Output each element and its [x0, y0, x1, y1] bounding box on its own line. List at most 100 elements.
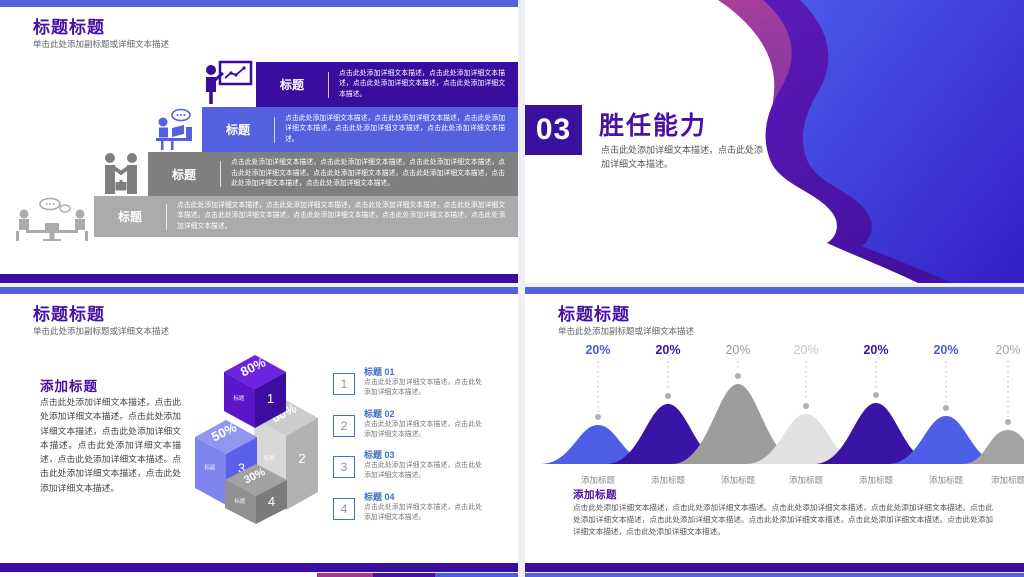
slide-peaks-chart[interactable]: 标题标题 单击此处添加副标题或详细文本描述 20% 添加标题 20% 添加标题 20% 添… — [525, 287, 1024, 572]
step-description: 点击此处添加详细文本描述，点击此处添加详细文本描述，点击此处添加详细文本描述，点… — [339, 69, 505, 98]
peak-category-label: 添加标题 — [721, 475, 756, 485]
cube-face-label: 标题 — [233, 394, 245, 402]
next-slide-peek-right — [525, 573, 1024, 577]
slide-title: 标题标题 — [33, 305, 105, 324]
peak-shape — [746, 414, 866, 464]
slide-bottom-bar — [0, 274, 518, 283]
list-number-box: 3 — [333, 456, 355, 478]
slide-section-divider[interactable]: 03 胜任能力 点击此处添加详细文本描述，点击此处添加详细文本描述。 — [525, 0, 1024, 283]
step-label: 标题 — [117, 210, 142, 224]
peak-category-label: 添加标题 — [789, 475, 824, 485]
peak-dot — [735, 373, 741, 379]
list-item-description: 点击此处添加详细文本描述，点击此处添加详细文本描述。 — [364, 421, 482, 439]
step-label: 标题 — [171, 167, 196, 182]
peak-value-label: 20% — [585, 343, 610, 357]
peak-category-label: 添加标题 — [859, 475, 894, 485]
wave-layer-blue — [800, 0, 1024, 283]
peek-wave-magenta — [317, 573, 373, 577]
peak-shape — [672, 384, 804, 464]
peak-shape — [962, 430, 1024, 464]
peak-value-label: 20% — [995, 343, 1020, 357]
mountain-peaks-chart: 20% 添加标题 20% 添加标题 20% 添加标题 20% 添加标题 20% 添加标题 20% 添加… — [540, 343, 1024, 485]
slide-3d-bar-chart[interactable]: 标题标题 单击此处添加副标题或详细文本描述 添加标题 点击此处添加详细文本描述，… — [0, 287, 518, 572]
slide-title: 标题标题 — [33, 18, 105, 37]
list-item: 4 标题 04 点击此处添加详细文本描述，点击此处添加详细文本描述。 — [333, 490, 485, 530]
step-description: 点击此处添加详细文本描述，点击此处添加详细文本描述，点击此处添加详细文本描述，点… — [285, 114, 505, 143]
peak-category-label: 添加标题 — [991, 475, 1024, 485]
body-heading: 添加标题 — [40, 379, 98, 394]
step-divider-line — [328, 71, 329, 98]
section-title: 胜任能力 — [599, 112, 708, 140]
slide-top-bar — [0, 0, 518, 7]
slide-subtitle: 单击此处添加副标题或详细文本描述 — [558, 326, 695, 336]
cube-number: 3 — [238, 461, 245, 476]
peak-value-label: 20% — [863, 343, 888, 357]
peak-shape — [814, 403, 938, 464]
cube-face-label: 标题 — [234, 497, 246, 505]
handshake-icon — [97, 152, 145, 195]
slide-subtitle: 单击此处添加副标题或详细文本描述 — [33, 39, 170, 49]
slide-title: 标题标题 — [558, 305, 630, 324]
cube-number: 2 — [298, 451, 305, 466]
meeting-icon — [12, 197, 92, 241]
workstation-icon — [150, 108, 198, 151]
peak-value-label: 20% — [793, 343, 818, 357]
wave-decoration-graphic — [718, 0, 1024, 283]
list-item-description: 点击此处添加详细文本描述，点击此处添加详细文本描述。 — [364, 379, 482, 397]
peak-dot — [665, 393, 671, 399]
peak-dot — [873, 392, 879, 398]
cube-face-label: 标题 — [264, 454, 276, 462]
cube-bar: 30%标题 4 — [225, 464, 287, 524]
list-item-heading: 标题 04 — [364, 492, 395, 502]
list-number-box: 4 — [333, 498, 355, 520]
list-item-description: 点击此处添加详细文本描述，点击此处添加详细文本描述。 — [364, 462, 482, 480]
step-divider-line — [274, 116, 275, 143]
presenter-board-icon — [203, 60, 253, 106]
step-description: 点击此处添加详细文本描述，点击此处添加详细文本描述，点击此处添加详细文本描述，点… — [231, 159, 505, 188]
peak-value-label: 20% — [725, 343, 750, 357]
section-number-badge: 03 — [525, 105, 582, 155]
cube-bar-chart: 60%标题 280%标题 150%标题 330%标题 4 — [195, 354, 318, 524]
peak-value-label: 20% — [933, 343, 958, 357]
peak-value-label: 20% — [655, 343, 680, 357]
peak-category-label: 添加标题 — [651, 475, 686, 485]
slide-top-bar — [525, 287, 1024, 294]
list-number-box: 1 — [333, 373, 355, 395]
step-label: 标题 — [225, 123, 250, 137]
slide-top-bar — [0, 287, 518, 294]
slide-bottom-bar — [525, 563, 1024, 572]
staircase-step-row: 标题 点击此处添加详细文本描述，点击此处添加详细文本描述，点击此处添加详细文本描述… — [202, 107, 518, 152]
list-item-description: 点击此处添加详细文本描述，点击此处添加详细文本描述。 — [364, 504, 482, 522]
list-item-heading: 标题 03 — [364, 450, 395, 460]
step-divider-line — [166, 203, 167, 230]
slide-subtitle: 单击此处添加副标题或详细文本描述 — [33, 326, 170, 336]
peak-dot — [943, 405, 949, 411]
staircase-step-row: 标题 点击此处添加详细文本描述，点击此处添加详细文本描述，点击此处添加详细文本描述… — [148, 152, 518, 196]
next-slide-peek-left — [0, 573, 518, 577]
body-paragraph: 点击此处添加详细文本描述，点击此处添加详细文本描述。点击此处添加详细文本描述，点… — [573, 503, 993, 537]
body-heading: 添加标题 — [573, 489, 617, 501]
cube-face-label: 标题 — [204, 464, 216, 472]
step-description: 点击此处添加详细文本描述，点击此处添加详细文本描述，点击此处添加详细文本描述，点… — [177, 201, 505, 230]
slide-bottom-bar — [0, 563, 518, 572]
peak-dot — [595, 414, 601, 420]
list-number-box: 2 — [333, 415, 355, 437]
list-item-heading: 标题 02 — [364, 409, 395, 419]
list-item: 2 标题 02 点击此处添加详细文本描述，点击此处添加详细文本描述。 — [333, 407, 485, 447]
step-label: 标题 — [279, 78, 304, 92]
list-item-heading: 标题 01 — [364, 367, 395, 377]
peek-wave-violet — [373, 573, 435, 577]
peak-category-label: 添加标题 — [581, 475, 616, 485]
cube-bar: 50%标题 3 — [195, 419, 257, 505]
peak-dot — [1005, 419, 1011, 425]
peak-dot — [803, 403, 809, 409]
slide-steps-diagram[interactable]: 标题标题 单击此处添加副标题或详细文本描述 标题 点击此处添加详细文本描述，点击此… — [0, 0, 518, 283]
staircase-step-row: 标题 点击此处添加详细文本描述，点击此处添加详细文本描述，点击此处添加详细文本描述… — [94, 196, 518, 237]
body-paragraph: 点击此处添加详细文本描述，点击此处添加详细文本描述。点击此处添加详细文本描述，点… — [40, 397, 181, 493]
staircase-step-row: 标题 点击此处添加详细文本描述，点击此处添加详细文本描述，点击此处添加详细文本描述… — [256, 62, 518, 107]
peak-shape — [888, 416, 1004, 464]
list-item: 1 标题 01 点击此处添加详细文本描述，点击此处添加详细文本描述。 — [333, 365, 485, 405]
peek-wave-blue — [435, 573, 518, 577]
peak-category-label: 添加标题 — [929, 475, 964, 485]
